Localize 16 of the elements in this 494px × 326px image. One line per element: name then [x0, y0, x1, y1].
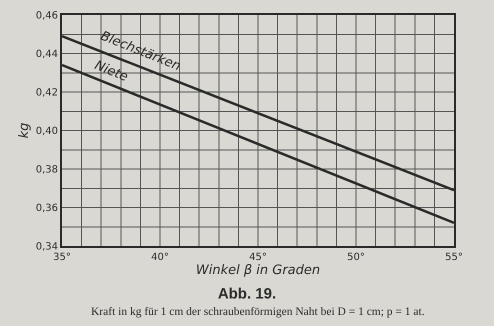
y-tick-label: 0,40: [36, 126, 58, 137]
x-tick-label: 55°: [445, 252, 463, 263]
y-tick-label: 0,36: [36, 203, 58, 214]
x-tick-label: 35°: [53, 252, 71, 263]
y-tick-label: 0,34: [36, 242, 58, 252]
text: Kraft in kg für 1 cm der schraubenförmigen Naht bei D = 1 cm; p = 1 at.: [91, 306, 425, 318]
x-tick-label: 45°: [249, 252, 267, 263]
y-tick-label: 0,46: [36, 10, 58, 22]
text: Abb. 19.: [218, 285, 276, 302]
y-axis-title: kg: [17, 122, 32, 138]
y-tick-label: 0,38: [36, 164, 58, 176]
y-tick-label: 0,42: [36, 88, 58, 98]
y-tick-label: 0,44: [36, 49, 58, 60]
x-axis-title: Winkel β in Graden: [196, 263, 320, 278]
x-tick-label: 50°: [347, 252, 365, 263]
x-tick-label: 40°: [151, 252, 169, 263]
